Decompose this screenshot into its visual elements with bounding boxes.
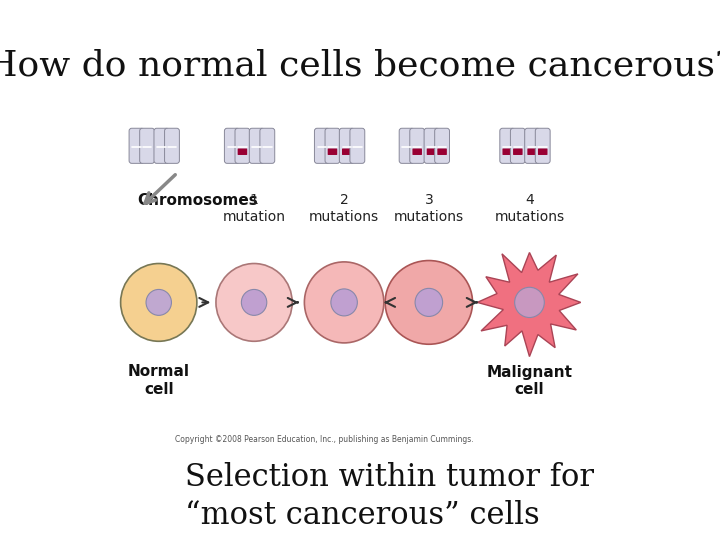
Circle shape [305, 262, 384, 343]
Text: Chromosomes: Chromosomes [138, 193, 258, 208]
FancyBboxPatch shape [538, 148, 547, 155]
FancyBboxPatch shape [235, 128, 250, 163]
FancyBboxPatch shape [140, 128, 155, 163]
FancyBboxPatch shape [154, 128, 168, 163]
Text: Copyright ©2008 Pearson Education, Inc., publishing as Benjamin Cummings.: Copyright ©2008 Pearson Education, Inc.,… [175, 435, 473, 444]
Text: 3
mutations: 3 mutations [394, 193, 464, 224]
Circle shape [331, 289, 357, 316]
FancyBboxPatch shape [225, 128, 239, 163]
FancyBboxPatch shape [165, 128, 179, 163]
Circle shape [121, 264, 197, 341]
Circle shape [146, 289, 171, 315]
Text: Malignant
cell: Malignant cell [487, 364, 572, 397]
Circle shape [415, 288, 443, 316]
Circle shape [515, 287, 544, 318]
Ellipse shape [385, 260, 472, 345]
FancyBboxPatch shape [339, 128, 354, 163]
Polygon shape [477, 253, 581, 356]
FancyBboxPatch shape [510, 128, 526, 163]
FancyBboxPatch shape [535, 128, 550, 163]
FancyBboxPatch shape [435, 128, 449, 163]
FancyBboxPatch shape [129, 128, 144, 163]
Text: “most cancerous” cells: “most cancerous” cells [185, 500, 540, 530]
Text: Selection within tumor for: Selection within tumor for [185, 462, 594, 492]
FancyBboxPatch shape [238, 148, 247, 155]
Text: 4
mutations: 4 mutations [495, 193, 564, 224]
FancyBboxPatch shape [527, 148, 537, 155]
FancyBboxPatch shape [350, 128, 365, 163]
FancyBboxPatch shape [399, 128, 414, 163]
FancyBboxPatch shape [513, 148, 523, 155]
Circle shape [216, 264, 292, 341]
Circle shape [241, 289, 267, 315]
Text: How do normal cells become cancerous?: How do normal cells become cancerous? [0, 49, 720, 83]
FancyBboxPatch shape [413, 148, 422, 155]
FancyBboxPatch shape [325, 128, 340, 163]
Text: Normal
cell: Normal cell [127, 364, 190, 397]
FancyBboxPatch shape [437, 148, 447, 155]
FancyBboxPatch shape [503, 148, 512, 155]
FancyBboxPatch shape [315, 128, 329, 163]
Text: 1
mutation: 1 mutation [222, 193, 286, 224]
FancyBboxPatch shape [249, 128, 264, 163]
Text: 2
mutations: 2 mutations [309, 193, 379, 224]
FancyBboxPatch shape [410, 128, 425, 163]
FancyBboxPatch shape [260, 128, 275, 163]
FancyBboxPatch shape [342, 148, 351, 155]
FancyBboxPatch shape [424, 128, 439, 163]
FancyBboxPatch shape [525, 128, 539, 163]
FancyBboxPatch shape [328, 148, 337, 155]
FancyBboxPatch shape [500, 128, 515, 163]
FancyBboxPatch shape [427, 148, 436, 155]
